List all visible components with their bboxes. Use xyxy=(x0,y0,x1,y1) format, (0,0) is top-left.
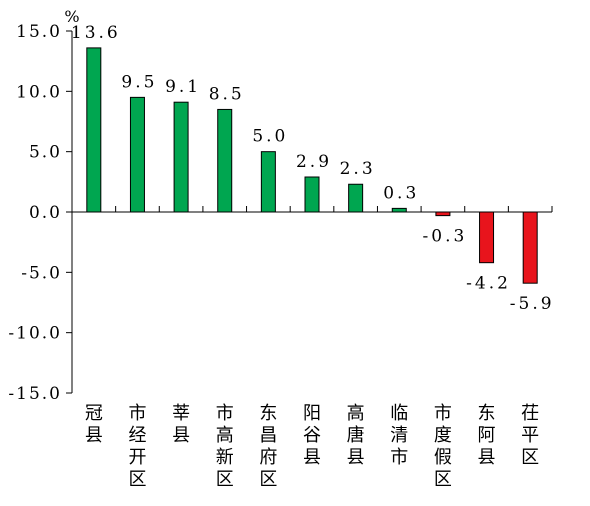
category-label: 市高新区 xyxy=(216,403,234,490)
category-label: 高唐县 xyxy=(347,403,365,468)
bar xyxy=(129,96,145,213)
bar xyxy=(479,211,495,264)
category-label: 东昌府区 xyxy=(259,403,277,490)
y-tick-label: 10.0 xyxy=(16,82,62,102)
bar xyxy=(348,183,364,213)
category-labels: 冠县 市经开区 莘县 市高新区 东昌府区 阳谷县 高唐县 临清市 市度假区 东阿县 茌平区 xyxy=(85,403,539,490)
category-label: 市经开区 xyxy=(128,403,146,490)
data-label: 8.5 xyxy=(209,84,245,104)
bar xyxy=(86,47,102,213)
bar xyxy=(522,211,538,284)
bar xyxy=(260,151,276,213)
data-labels: 13.6 9.5 9.1 8.5 5.0 2.9 2.3 0.3 -0.3 -4.2-5.9 xyxy=(71,23,555,314)
bar xyxy=(304,176,320,213)
bar xyxy=(391,207,407,213)
bar xyxy=(435,211,451,217)
data-label: 2.9 xyxy=(296,152,332,172)
y-tick-label: 15.0 xyxy=(16,22,62,42)
category-label: 茌平区 xyxy=(521,403,539,468)
category-label: 东阿县 xyxy=(478,403,496,468)
category-label: 市度假区 xyxy=(434,403,452,490)
bars xyxy=(86,47,538,284)
data-label: 9.1 xyxy=(165,77,201,97)
bar xyxy=(217,108,233,213)
y-tick-label: 0.0 xyxy=(29,203,62,223)
y-tick-label: -5.0 xyxy=(21,263,62,283)
category-label: 莘县 xyxy=(172,403,190,446)
y-tick-label: -10.0 xyxy=(8,324,62,344)
category-label: 临清市 xyxy=(390,403,408,468)
data-label: 2.3 xyxy=(340,159,376,179)
data-label: -4.2 xyxy=(466,274,511,294)
data-label: 9.5 xyxy=(121,72,157,92)
data-label: 13.6 xyxy=(71,23,121,43)
bar xyxy=(173,101,189,213)
y-tick-label: -15.0 xyxy=(8,384,62,404)
data-label: -5.9 xyxy=(510,294,555,314)
data-label: -0.3 xyxy=(423,227,468,247)
unit-label: % xyxy=(64,7,79,26)
category-label: 冠县 xyxy=(85,403,103,446)
data-label: 0.3 xyxy=(383,183,419,203)
y-axis: 15.0 10.0 5.0 0.0 -5.0 -10.0 -15.0 xyxy=(8,22,73,404)
category-label: 阳谷县 xyxy=(303,403,321,468)
data-label: 5.0 xyxy=(252,127,288,147)
y-tick-label: 5.0 xyxy=(29,143,62,163)
